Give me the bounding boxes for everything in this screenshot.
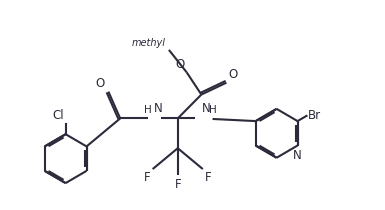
Text: methyl: methyl: [132, 38, 166, 48]
Text: O: O: [175, 58, 184, 71]
Text: F: F: [144, 171, 150, 184]
Text: H: H: [209, 105, 216, 115]
Text: F: F: [174, 178, 181, 191]
Text: N: N: [293, 149, 302, 162]
Text: O: O: [95, 77, 105, 90]
Text: Br: Br: [308, 109, 321, 122]
Text: Cl: Cl: [52, 109, 64, 122]
Text: O: O: [229, 68, 238, 81]
Text: H: H: [144, 105, 152, 115]
Text: F: F: [205, 171, 212, 184]
Text: N: N: [202, 102, 211, 115]
Text: N: N: [154, 102, 162, 115]
